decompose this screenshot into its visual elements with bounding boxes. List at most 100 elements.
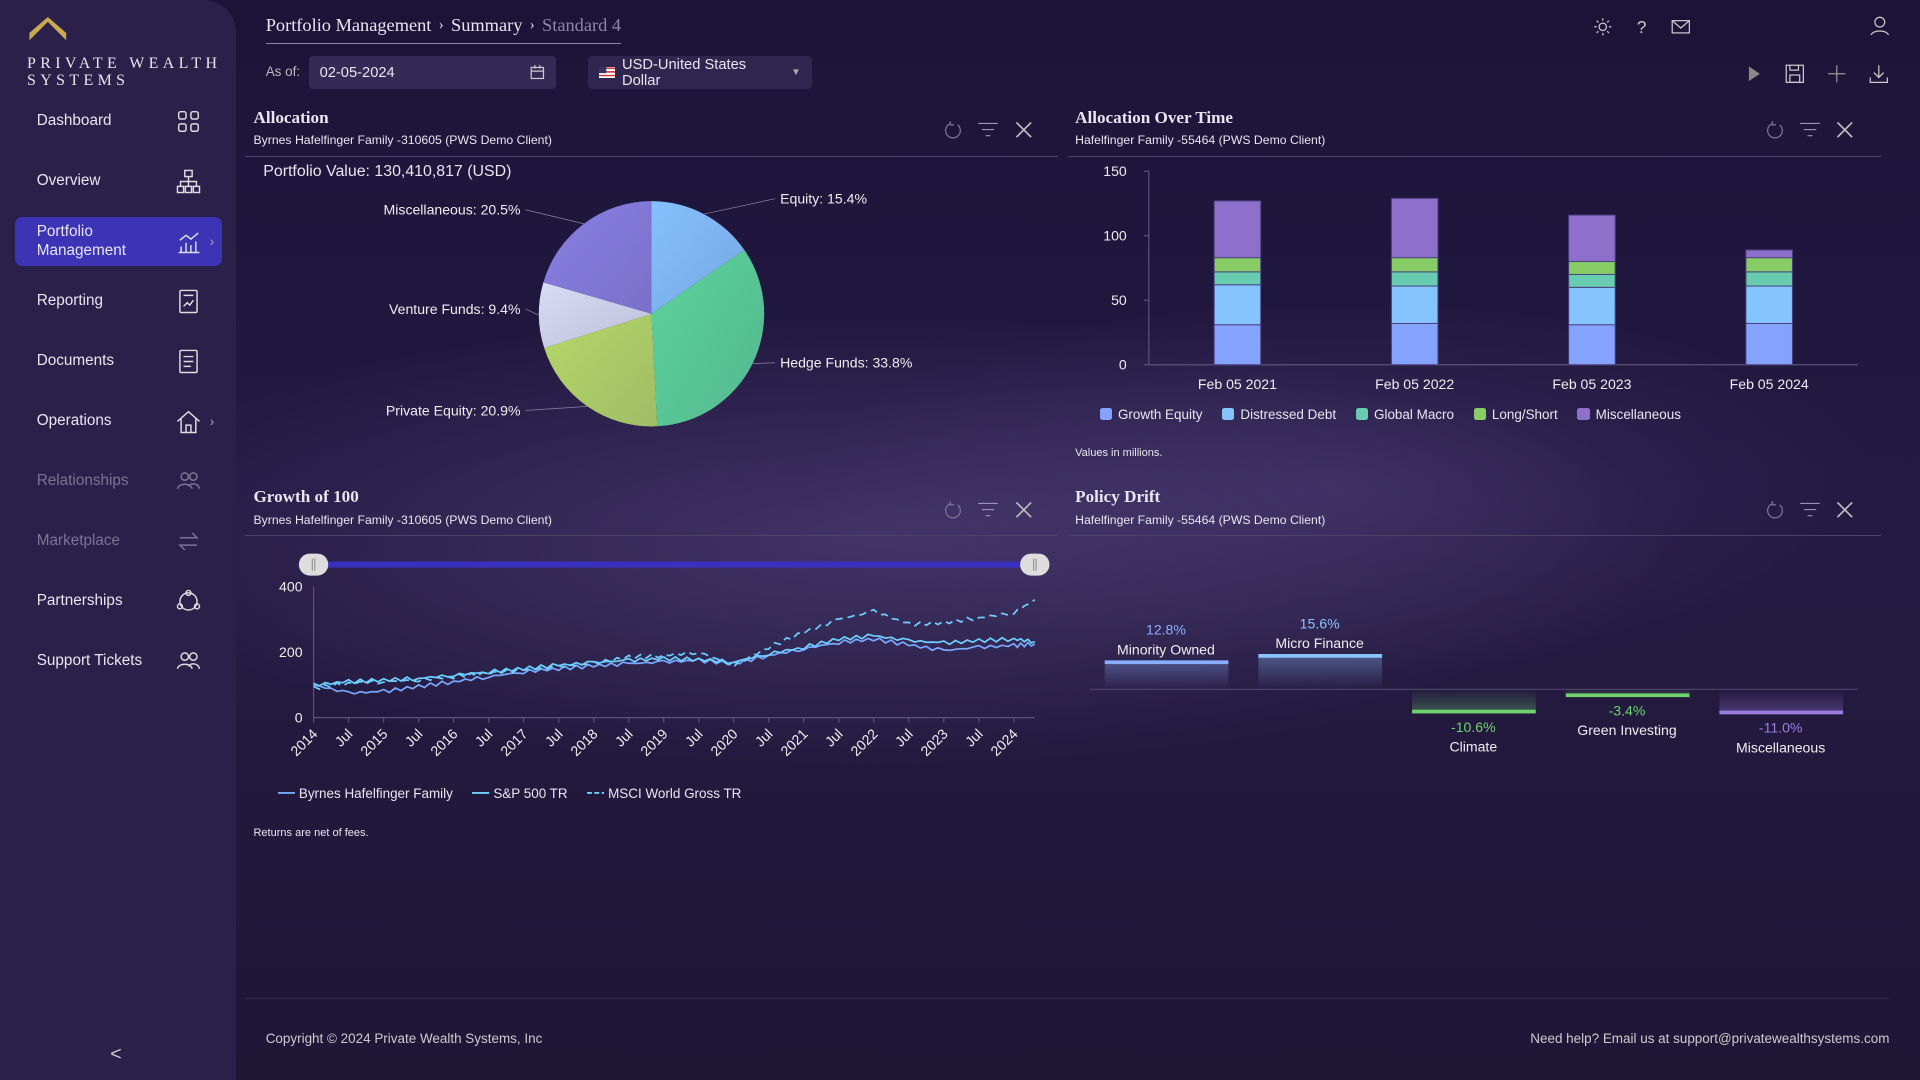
legend-item[interactable]: Growth Equity (1099, 407, 1202, 422)
filter-icon[interactable] (977, 501, 999, 518)
legend-item[interactable]: Byrnes Hafelfinger Family (277, 786, 453, 801)
pie-slice[interactable] (544, 313, 658, 427)
y-tick-label: 0 (295, 709, 303, 725)
filter-icon[interactable] (1799, 121, 1821, 138)
download-icon[interactable] (1869, 64, 1889, 84)
bar-segment-distressed-debt[interactable] (1567, 287, 1616, 326)
series-line-byrnes-hafelfinger-family[interactable] (313, 637, 1036, 695)
sidebar-item-operations[interactable]: Operations › (15, 397, 222, 446)
bar-segment-miscellaneous[interactable] (1390, 198, 1439, 259)
help-text[interactable]: Need help? Email us at support@privatewe… (1530, 1031, 1890, 1047)
drift-bar[interactable] (1719, 689, 1843, 715)
drift-bar[interactable] (1565, 689, 1690, 698)
sidebar-item-label: Marketplace (36, 532, 121, 550)
sidebar-item-dashboard[interactable]: Dashboard (15, 97, 222, 146)
series-line-msci-world-gross-tr[interactable] (313, 598, 1036, 691)
report-icon (179, 289, 198, 313)
bar-segment-long-short[interactable] (1745, 257, 1793, 273)
y-tick-label: 400 (279, 578, 303, 594)
collapse-sidebar-button[interactable]: < (110, 1043, 122, 1066)
bar-segment-distressed-debt[interactable] (1745, 285, 1793, 325)
sidebar-item-reporting[interactable]: Reporting (15, 277, 222, 326)
bar-segment-long-short[interactable] (1390, 257, 1439, 273)
legend-item[interactable]: Long/Short (1473, 407, 1558, 422)
sidebar-item-portfolio-management[interactable]: Portfolio Management › (14, 216, 222, 266)
sidebar-item-label: Documents (36, 352, 115, 370)
close-icon[interactable] (1014, 500, 1034, 520)
sidebar-item-marketplace[interactable]: Marketplace (15, 517, 222, 566)
bar-segment-global-macro[interactable] (1567, 274, 1616, 288)
legend-item[interactable]: Miscellaneous (1577, 407, 1681, 422)
close-icon[interactable] (1835, 500, 1855, 520)
pie-label: Venture Funds: 9.4% (389, 300, 521, 316)
legend-label: MSCI World Gross TR (608, 786, 742, 802)
bar-segment-long-short[interactable] (1213, 257, 1261, 273)
legend-item[interactable]: Global Macro (1355, 406, 1454, 422)
range-handle-start[interactable] (298, 553, 329, 576)
range-handle-end[interactable] (1019, 553, 1050, 576)
sidebar-item-overview[interactable]: Overview (15, 157, 222, 206)
pie-slice[interactable] (651, 249, 765, 426)
currency-select[interactable]: USD-United States Dollar ▼ (587, 56, 812, 90)
currency-value: USD-United States Dollar (622, 56, 747, 89)
close-icon[interactable] (1835, 120, 1855, 140)
legend-swatch (1577, 407, 1590, 420)
bar-segment-miscellaneous[interactable] (1567, 214, 1616, 263)
play-icon[interactable] (1744, 64, 1764, 84)
bar-segment-growth-equity[interactable] (1390, 323, 1439, 366)
sidebar-item-label: Overview (36, 172, 101, 190)
breadcrumb-portfolio-management[interactable]: Portfolio Management (265, 14, 432, 35)
add-icon[interactable] (1827, 64, 1847, 84)
settings-sun-icon[interactable] (1593, 17, 1613, 37)
filter-icon[interactable] (1799, 501, 1821, 518)
legend-item[interactable]: MSCI World Gross TR (587, 786, 741, 801)
x-tick-label: 2019 (637, 725, 671, 759)
sidebar-item-relationships[interactable]: Relationships (15, 457, 222, 506)
refresh-icon[interactable] (1765, 120, 1785, 140)
drift-bar[interactable] (1258, 654, 1382, 690)
breadcrumb-summary[interactable]: Summary (451, 14, 523, 35)
refresh-icon[interactable] (943, 120, 963, 140)
filter-icon[interactable] (977, 121, 999, 138)
user-icon[interactable] (1870, 16, 1890, 36)
mail-icon[interactable] (1671, 17, 1691, 37)
bar-segment-global-macro[interactable] (1390, 271, 1439, 287)
legend-item[interactable]: S&P 500 TR (472, 786, 568, 801)
pie-leader-line (752, 362, 776, 364)
allocation-over-time-chart: 0 50 100 150 Feb 05 2021 Feb 05 2022 Feb 05 20… (1103, 163, 1858, 392)
bar-segment-miscellaneous[interactable] (1745, 249, 1793, 259)
help-icon[interactable]: ? (1632, 17, 1652, 37)
drift-category-label: Climate (1449, 738, 1497, 754)
bar-segment-growth-equity[interactable] (1567, 324, 1616, 366)
drift-value-label: 15.6% (1299, 615, 1339, 631)
allocation-title: Allocation (253, 107, 329, 127)
sidebar-item-support-tickets[interactable]: Support Tickets (15, 637, 222, 686)
sidebar-item-partnerships[interactable]: Partnerships (15, 577, 222, 626)
calendar-icon[interactable] (530, 64, 545, 80)
refresh-icon[interactable] (943, 500, 963, 520)
bar-segment-growth-equity[interactable] (1745, 323, 1793, 366)
bar-segment-distressed-debt[interactable] (1213, 284, 1261, 326)
pie-label: Hedge Funds: 33.8% (780, 354, 913, 370)
bar-segment-global-macro[interactable] (1745, 271, 1793, 287)
bar-segment-distressed-debt[interactable] (1390, 285, 1439, 325)
pie-slice[interactable] (543, 200, 652, 314)
drift-bar[interactable] (1104, 660, 1229, 690)
legend-label: Global Macro (1373, 406, 1454, 422)
pie-slice[interactable] (651, 200, 745, 314)
drift-bar[interactable] (1411, 689, 1536, 714)
save-icon[interactable] (1785, 64, 1805, 84)
legend-item[interactable]: Distressed Debt (1222, 407, 1336, 422)
us-flag-icon (598, 67, 615, 79)
pie-leader-line (525, 308, 539, 316)
as-of-date-input[interactable]: 02-05-2024 (308, 56, 556, 90)
close-icon[interactable] (1014, 120, 1034, 140)
bar-segment-global-macro[interactable] (1213, 271, 1261, 286)
bar-segment-growth-equity[interactable] (1213, 324, 1261, 366)
bar-segment-miscellaneous[interactable] (1213, 200, 1261, 259)
bar-segment-long-short[interactable] (1567, 261, 1616, 276)
sidebar-item-label: Operations (36, 412, 112, 430)
pie-slice[interactable] (538, 282, 652, 348)
sidebar-item-documents[interactable]: Documents (15, 337, 222, 386)
refresh-icon[interactable] (1765, 500, 1785, 520)
